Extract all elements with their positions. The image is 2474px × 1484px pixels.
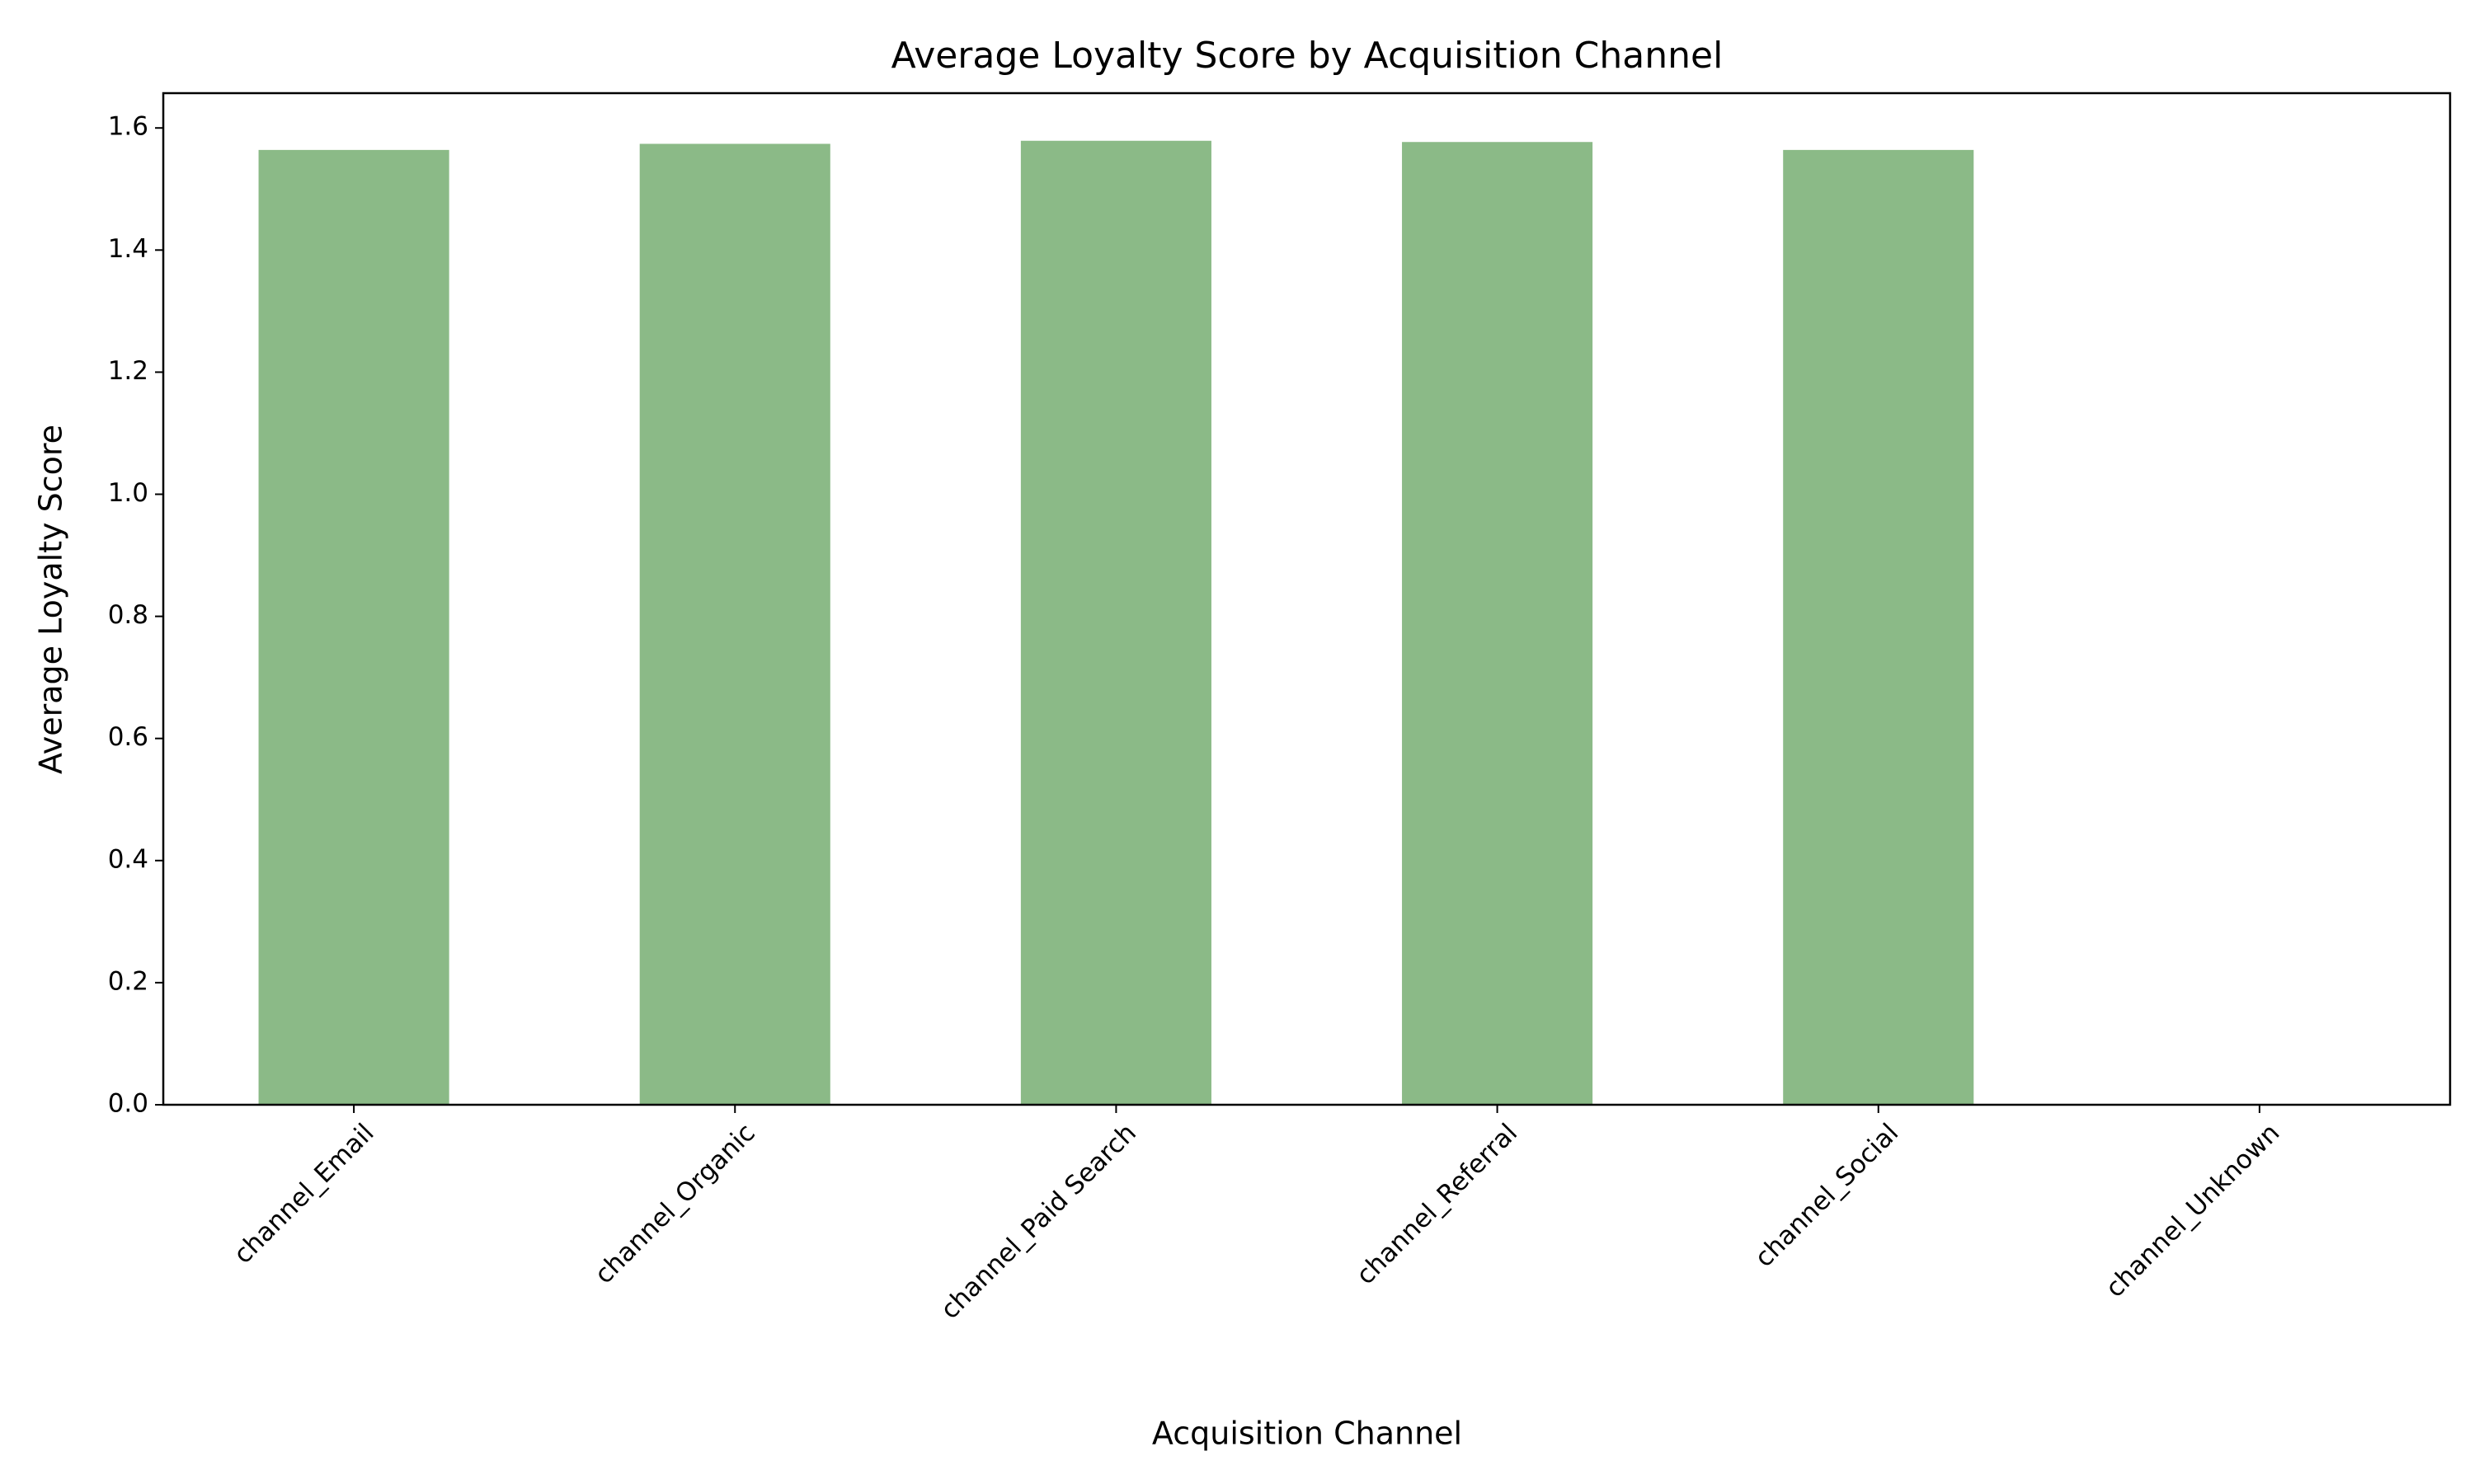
bar (1402, 142, 1593, 1105)
bar (258, 149, 449, 1106)
y-axis-label: Average Loyalty Score (33, 425, 69, 774)
x-tick-label: channel_Social (1749, 1118, 1904, 1273)
x-tick-label: channel_Organic (589, 1118, 760, 1289)
y-tick-label: 0.8 (108, 600, 148, 630)
bar (639, 143, 830, 1106)
x-tick-label: channel_Paid Search (935, 1118, 1142, 1325)
axes-frame (162, 92, 2452, 1106)
y-tick-label: 0.4 (108, 844, 148, 874)
y-tick-label: 0.6 (108, 722, 148, 752)
x-tick-label: channel_Unknown (2100, 1118, 2286, 1303)
x-tick-label: channel_Email (228, 1118, 380, 1270)
y-tick-label: 1.2 (108, 356, 148, 386)
y-tick-label: 0.2 (108, 966, 148, 996)
y-tick-label: 1.0 (108, 478, 148, 508)
y-tick-label: 0.0 (108, 1089, 148, 1119)
x-tick-label: channel_Referral (1351, 1118, 1523, 1290)
bar (1783, 149, 1974, 1106)
plot-area: 0.0 0.2 0.4 0.6 0.8 1.0 1.2 1.4 1.6 channel_Email… (108, 112, 2286, 1325)
y-tick-label: 1.6 (108, 112, 148, 142)
chart-title: Average Loyalty Score by Acquisition Cha… (891, 35, 1724, 77)
y-tick-label: 1.4 (108, 234, 148, 264)
bar (1020, 140, 1211, 1106)
x-axis-label: Acquisition Channel (1152, 1416, 1462, 1452)
